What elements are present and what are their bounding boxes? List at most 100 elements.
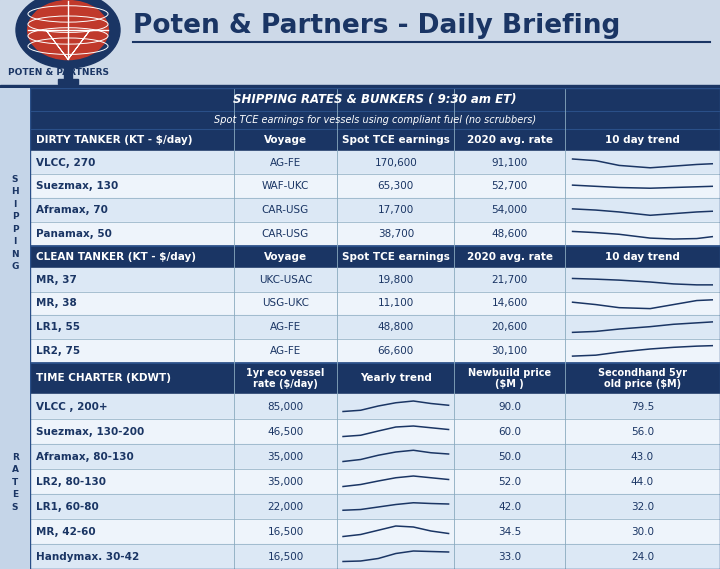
Bar <box>30 544 720 569</box>
Text: Aframax, 80-130: Aframax, 80-130 <box>36 452 133 461</box>
Text: 34.5: 34.5 <box>498 526 521 537</box>
Text: 79.5: 79.5 <box>631 402 654 411</box>
Text: VLCC , 200+: VLCC , 200+ <box>36 402 107 411</box>
Text: 54,000: 54,000 <box>492 205 528 215</box>
Bar <box>30 246 720 268</box>
Bar <box>30 444 720 469</box>
Bar <box>0 85 720 88</box>
Text: 66,600: 66,600 <box>378 346 414 356</box>
Bar <box>30 111 720 129</box>
Bar <box>30 291 720 315</box>
Text: S
H
I
P
P
I
N
G: S H I P P I N G <box>12 175 19 271</box>
Ellipse shape <box>27 1 108 60</box>
Text: Handymax. 30-42: Handymax. 30-42 <box>36 551 139 562</box>
Bar <box>30 268 720 291</box>
Text: 19,800: 19,800 <box>378 275 414 284</box>
Text: CAR-USG: CAR-USG <box>262 229 309 239</box>
Text: R
A
T
E
S: R A T E S <box>12 453 19 512</box>
Text: 32.0: 32.0 <box>631 501 654 512</box>
Bar <box>30 315 720 339</box>
Text: CLEAN TANKER (KT - $/day): CLEAN TANKER (KT - $/day) <box>36 251 196 262</box>
Text: 21,700: 21,700 <box>492 275 528 284</box>
Text: LR2, 80-130: LR2, 80-130 <box>36 476 106 486</box>
Text: 24.0: 24.0 <box>631 551 654 562</box>
Text: 38,700: 38,700 <box>378 229 414 239</box>
Text: 46,500: 46,500 <box>267 427 304 436</box>
Text: 2020 avg. rate: 2020 avg. rate <box>467 135 553 145</box>
Bar <box>30 394 720 419</box>
Text: 43.0: 43.0 <box>631 452 654 461</box>
Bar <box>30 494 720 519</box>
Text: Newbuild price
($M ): Newbuild price ($M ) <box>468 368 552 389</box>
Text: 91,100: 91,100 <box>492 158 528 167</box>
Text: LR1, 55: LR1, 55 <box>36 322 80 332</box>
Ellipse shape <box>16 0 120 68</box>
Text: Yearly trend: Yearly trend <box>360 373 432 384</box>
Text: AG-FE: AG-FE <box>270 346 301 356</box>
Text: 16,500: 16,500 <box>267 526 304 537</box>
Text: 33.0: 33.0 <box>498 551 521 562</box>
Text: DIRTY TANKER (KT - $/day): DIRTY TANKER (KT - $/day) <box>36 135 192 145</box>
Text: 48,600: 48,600 <box>492 229 528 239</box>
Text: 10 day trend: 10 day trend <box>605 135 680 145</box>
Text: Voyage: Voyage <box>264 251 307 262</box>
Text: 16,500: 16,500 <box>267 551 304 562</box>
Text: 50.0: 50.0 <box>498 452 521 461</box>
Text: 30,100: 30,100 <box>492 346 528 356</box>
Bar <box>30 469 720 494</box>
Bar <box>30 88 720 111</box>
Text: 52,700: 52,700 <box>492 182 528 191</box>
Text: USG-UKC: USG-UKC <box>262 298 309 308</box>
Text: LR1, 60-80: LR1, 60-80 <box>36 501 99 512</box>
Text: SHIPPING RATES & BUNKERS ( 9:30 am ET): SHIPPING RATES & BUNKERS ( 9:30 am ET) <box>233 93 517 106</box>
Text: 1yr eco vessel
rate ($/day): 1yr eco vessel rate ($/day) <box>246 368 325 389</box>
Text: Voyage: Voyage <box>264 135 307 145</box>
Text: 85,000: 85,000 <box>267 402 304 411</box>
Text: 30.0: 30.0 <box>631 526 654 537</box>
Bar <box>30 198 720 222</box>
Text: 60.0: 60.0 <box>498 427 521 436</box>
Text: 22,000: 22,000 <box>267 501 304 512</box>
Text: 48,800: 48,800 <box>378 322 414 332</box>
Text: 17,700: 17,700 <box>378 205 414 215</box>
Text: MR, 37: MR, 37 <box>36 275 76 284</box>
Text: 44.0: 44.0 <box>631 476 654 486</box>
Text: CAR-USG: CAR-USG <box>262 205 309 215</box>
Text: Spot TCE earnings: Spot TCE earnings <box>342 251 450 262</box>
Text: Secondhand 5yr
old price ($M): Secondhand 5yr old price ($M) <box>598 368 687 389</box>
Text: 35,000: 35,000 <box>267 452 304 461</box>
Bar <box>30 419 720 444</box>
Text: UKC-USAC: UKC-USAC <box>258 275 312 284</box>
Bar <box>30 339 720 363</box>
Text: 56.0: 56.0 <box>631 427 654 436</box>
Text: 10 day trend: 10 day trend <box>605 251 680 262</box>
Text: 170,600: 170,600 <box>374 158 417 167</box>
Text: Panamax, 50: Panamax, 50 <box>36 229 112 239</box>
Text: 90.0: 90.0 <box>498 402 521 411</box>
Text: LR2, 75: LR2, 75 <box>36 346 80 356</box>
Text: MR, 42-60: MR, 42-60 <box>36 526 95 537</box>
Text: 11,100: 11,100 <box>378 298 414 308</box>
Text: AG-FE: AG-FE <box>270 158 301 167</box>
Bar <box>30 519 720 544</box>
Text: 42.0: 42.0 <box>498 501 521 512</box>
Text: TIME CHARTER (KDWT): TIME CHARTER (KDWT) <box>36 373 171 384</box>
Bar <box>30 363 720 394</box>
Bar <box>30 151 720 175</box>
Text: Suezmax, 130-200: Suezmax, 130-200 <box>36 427 144 436</box>
Text: 14,600: 14,600 <box>492 298 528 308</box>
Text: 52.0: 52.0 <box>498 476 521 486</box>
Text: 2020 avg. rate: 2020 avg. rate <box>467 251 553 262</box>
Text: 65,300: 65,300 <box>378 182 414 191</box>
Text: 35,000: 35,000 <box>267 476 304 486</box>
Bar <box>58 79 78 84</box>
Text: POTEN & PARTNERS: POTEN & PARTNERS <box>8 68 109 77</box>
Text: AG-FE: AG-FE <box>270 322 301 332</box>
Text: Poten & Partners - Daily Briefing: Poten & Partners - Daily Briefing <box>133 13 621 39</box>
Text: Suezmax, 130: Suezmax, 130 <box>36 182 118 191</box>
Text: Spot TCE earnings: Spot TCE earnings <box>342 135 450 145</box>
Text: Spot TCE earnings for vessels using compliant fuel (no scrubbers): Spot TCE earnings for vessels using comp… <box>214 114 536 125</box>
Bar <box>30 129 720 151</box>
Bar <box>30 222 720 246</box>
Text: VLCC, 270: VLCC, 270 <box>36 158 95 167</box>
